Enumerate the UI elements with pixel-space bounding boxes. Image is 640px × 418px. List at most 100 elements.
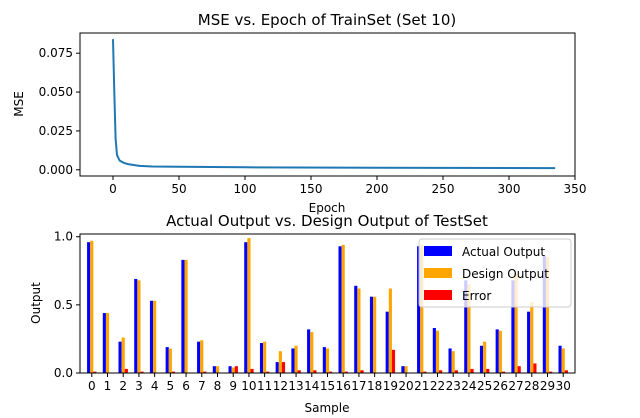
output-xtick-label: 3 xyxy=(135,379,143,393)
bar-design-output xyxy=(514,273,518,373)
bar-error xyxy=(124,368,128,373)
bar-actual-output xyxy=(228,366,232,373)
output-xtick-label: 20 xyxy=(398,379,413,393)
output-xtick-label: 24 xyxy=(461,379,476,393)
bar-design-output xyxy=(137,280,141,373)
output-xtick-label: 11 xyxy=(257,379,272,393)
mse-ytick-label: 0.025 xyxy=(39,124,73,138)
mse-ytick-label: 0.000 xyxy=(39,163,73,177)
bar-design-output xyxy=(105,313,110,373)
bar-error xyxy=(486,368,490,373)
output-xtick-label: 6 xyxy=(182,379,190,393)
bar-actual-output xyxy=(401,366,405,373)
bar-actual-output xyxy=(338,246,342,373)
mse-chart-xlabel: Epoch xyxy=(309,201,346,215)
bar-design-output xyxy=(435,330,440,373)
bar-actual-output xyxy=(102,313,106,373)
output-xtick-label: 4 xyxy=(151,379,159,393)
output-chart-legend: Actual Output Design Output Error xyxy=(418,238,572,308)
bar-actual-output xyxy=(181,259,185,373)
bar-error xyxy=(360,370,364,373)
legend-label-design: Design Output xyxy=(462,267,549,281)
bar-actual-output xyxy=(448,348,452,373)
output-ytick-label: 1.0 xyxy=(54,230,73,244)
bar-design-output xyxy=(404,366,408,373)
bar-design-output xyxy=(247,238,251,373)
bar-actual-output xyxy=(212,366,216,373)
mse-xtick-label: 250 xyxy=(432,182,455,196)
bar-design-output xyxy=(373,296,377,373)
mse-ytick-label: 0.075 xyxy=(39,46,73,60)
bar-error xyxy=(203,371,207,373)
bar-error xyxy=(564,370,568,373)
bar-actual-output xyxy=(542,255,546,373)
bar-design-output xyxy=(325,348,330,373)
bar-design-output xyxy=(530,302,534,373)
bar-error xyxy=(439,370,443,373)
bar-design-output xyxy=(200,340,204,373)
output-xtick-label: 2 xyxy=(119,379,127,393)
bar-design-output xyxy=(294,345,298,373)
output-xtick-label: 15 xyxy=(320,379,335,393)
mse-chart-ticks: 0 50 100 150 200 250 300 350 0.000 0.025 0.050 0.07… xyxy=(39,46,587,196)
bar-error xyxy=(454,370,458,373)
legend-swatch-design xyxy=(424,268,452,278)
bar-actual-output xyxy=(432,328,436,373)
bar-error xyxy=(533,363,537,373)
bar-actual-output xyxy=(197,341,201,373)
bar-error xyxy=(501,371,506,373)
mse-chart-title: MSE vs. Epoch of TrainSet (Set 10) xyxy=(198,11,456,29)
bar-design-output xyxy=(168,348,172,373)
output-xtick-label: 26 xyxy=(493,379,508,393)
bar-actual-output xyxy=(354,285,358,373)
bar-actual-output xyxy=(118,341,122,373)
bar-design-output xyxy=(467,284,471,373)
output-xtick-label: 0 xyxy=(88,379,96,393)
output-xtick-label: 14 xyxy=(304,379,319,393)
bar-actual-output xyxy=(275,362,279,373)
bar-actual-output xyxy=(244,242,248,373)
bar-design-output xyxy=(451,351,455,373)
bar-error xyxy=(297,370,301,373)
bar-actual-output xyxy=(134,278,138,373)
output-chart-title: Actual Output vs. Design Output of TestS… xyxy=(166,212,488,230)
output-chart-ticks: 0 1 2 3 4 5 6 7 8 9 10 11 12 13 14 15 16 17 18 19 20 21 22 23 24… xyxy=(54,230,571,393)
bar-design-output xyxy=(310,332,314,373)
output-ytick-label: 0.5 xyxy=(54,298,73,312)
bar-error xyxy=(93,371,97,373)
output-xtick-label: 21 xyxy=(414,379,429,393)
output-xtick-label: 13 xyxy=(288,379,303,393)
bar-design-output xyxy=(420,244,424,373)
bar-error xyxy=(470,368,474,373)
bar-actual-output xyxy=(511,280,515,373)
mse-xtick-label: 300 xyxy=(498,182,521,196)
mse-xtick-label: 350 xyxy=(564,182,587,196)
bar-error xyxy=(281,362,286,373)
bar-error xyxy=(549,371,553,373)
mse-xtick-label: 100 xyxy=(234,182,257,196)
output-xtick-label: 9 xyxy=(229,379,237,393)
bar-error xyxy=(344,371,348,373)
bar-actual-output xyxy=(87,242,91,373)
legend-box xyxy=(418,238,572,308)
output-xtick-label: 23 xyxy=(446,379,461,393)
bar-design-output xyxy=(121,337,125,373)
bar-actual-output xyxy=(527,311,531,373)
bar-actual-output xyxy=(385,311,389,373)
bar-actual-output xyxy=(417,246,421,373)
output-xtick-label: 1 xyxy=(104,379,112,393)
output-chart-ylabel: Output xyxy=(29,282,43,324)
output-xtick-label: 19 xyxy=(383,379,398,393)
output-xtick-label: 22 xyxy=(430,379,445,393)
output-chart-xlabel: Sample xyxy=(305,401,350,415)
output-chart-frame xyxy=(79,233,576,374)
bar-actual-output xyxy=(495,329,499,373)
bar-error xyxy=(171,371,176,373)
output-xtick-label: 25 xyxy=(477,379,492,393)
bar-actual-output xyxy=(479,345,484,373)
bar-error xyxy=(250,368,254,373)
mse-series-line xyxy=(112,39,556,170)
bar-design-output xyxy=(278,351,282,373)
bar-design-output xyxy=(263,341,267,373)
